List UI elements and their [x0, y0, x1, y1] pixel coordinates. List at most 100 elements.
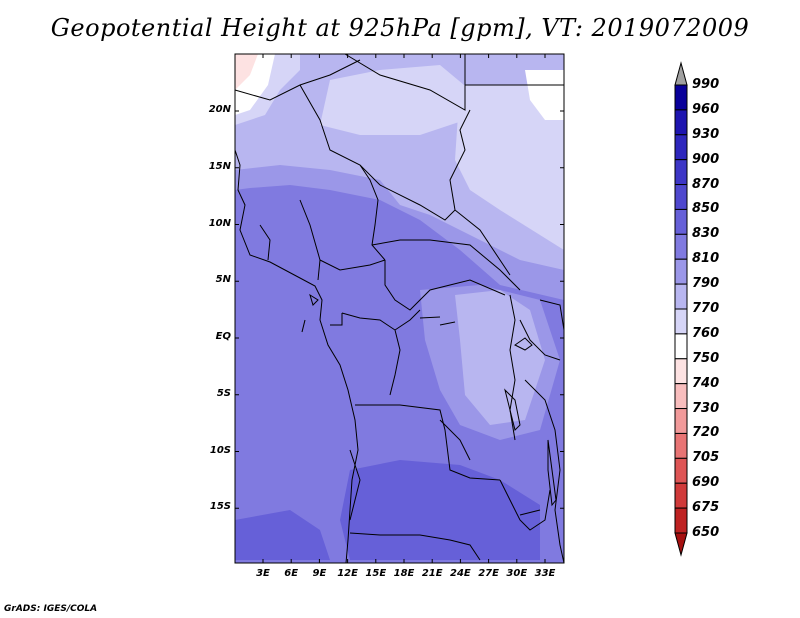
colorbar-label: 705	[692, 450, 720, 466]
colorbar-label: 830	[692, 226, 720, 242]
border-line	[449, 109, 471, 211]
colorbar	[674, 61, 688, 557]
region-750-760-nw	[235, 54, 258, 90]
contour-fields	[235, 54, 564, 563]
border-line	[301, 319, 306, 333]
lon-label: 3E	[256, 568, 270, 579]
colorbar-label: 740	[692, 375, 720, 391]
colorbar-segment	[674, 482, 688, 509]
colorbar-bottom-arrow	[674, 532, 688, 557]
colorbar-segment	[674, 383, 688, 410]
border-line	[539, 299, 565, 331]
border-line	[259, 224, 271, 261]
colorbar-label: 850	[692, 201, 720, 217]
colorbar-label: 720	[692, 425, 720, 441]
border-line	[355, 404, 501, 481]
colorbar-segment	[674, 134, 688, 161]
border-line	[384, 260, 506, 311]
border-line	[499, 479, 551, 531]
colorbar-segment	[674, 184, 688, 210]
border-line	[330, 313, 343, 326]
colorbar-segment	[674, 507, 688, 534]
border-line	[439, 419, 471, 461]
lon-label: 33E	[534, 568, 556, 579]
border-line	[344, 53, 466, 111]
lat-label: 20N	[208, 104, 231, 115]
colorbar-label: 675	[692, 500, 720, 516]
lon-label: 18E	[393, 568, 415, 579]
colorbar-segment	[674, 109, 688, 136]
region-850-870-sw	[235, 510, 330, 560]
colorbar-label: 770	[692, 301, 720, 316]
border-line	[439, 321, 456, 326]
lat-label: 5N	[215, 274, 231, 286]
colorbar-segment	[674, 208, 688, 235]
colorbar-segment	[674, 408, 688, 434]
colorbar-label: 750	[692, 350, 720, 366]
colorbar-top-arrow	[674, 61, 688, 86]
country-borders	[234, 53, 565, 564]
border-line	[419, 316, 441, 319]
map-frame	[234, 53, 565, 564]
lon-label: 30E	[506, 568, 528, 579]
border-line	[394, 309, 421, 331]
lon-label: 9E	[312, 568, 327, 579]
border-line	[547, 439, 557, 507]
colorbar-label: 730	[692, 400, 720, 416]
border-line	[349, 449, 361, 521]
lon-label: 15E	[365, 568, 387, 579]
region-760-770-ne	[525, 70, 564, 120]
border-line	[519, 319, 561, 361]
colorbar-label: 690	[692, 475, 720, 491]
lon-label: 27E	[478, 568, 499, 579]
border-line	[514, 337, 533, 351]
colorbar-segment	[674, 233, 688, 260]
border-line	[309, 293, 319, 306]
border-line	[234, 149, 359, 564]
border-line	[504, 388, 521, 431]
colorbar-label: 790	[692, 276, 720, 292]
colorbar-label: 930	[692, 126, 720, 142]
map-title: Geopotential Height at 925hPa [gpm], VT:…	[50, 14, 750, 42]
border-line	[299, 199, 321, 281]
credit-footer: GrADS: IGES/COLA	[4, 604, 98, 614]
border-line	[359, 164, 386, 261]
colorbar-segment	[674, 457, 688, 484]
lon-label: 6E	[284, 568, 299, 579]
border-line	[349, 532, 481, 561]
region-770-790-east	[455, 85, 564, 250]
border-line	[379, 184, 511, 276]
region-770-790-sahara	[320, 65, 470, 135]
colorbar-label: 760	[692, 325, 720, 341]
colorbar-segment	[674, 159, 688, 186]
colorbar-segment	[674, 358, 688, 385]
lat-label: 15N	[208, 160, 231, 172]
colorbar-label: 810	[692, 251, 720, 267]
lat-label: 5S	[216, 387, 231, 399]
colorbar-label: 870	[692, 176, 720, 192]
colorbar-label: 900	[692, 151, 720, 167]
border-line	[299, 84, 381, 186]
colorbar-segment	[674, 432, 688, 459]
colorbar-segment	[674, 258, 688, 285]
region-790-810-east	[455, 290, 545, 425]
border-line	[319, 259, 386, 271]
lat-label: 10N	[208, 217, 231, 229]
lat-label: EQ	[215, 331, 231, 342]
colorbar-label: 650	[692, 525, 720, 540]
colorbar-segment	[674, 84, 688, 111]
colorbar-segment	[674, 333, 688, 360]
lat-label: 15S	[209, 501, 231, 513]
border-line	[519, 509, 541, 516]
border-line	[371, 239, 521, 291]
lon-label: 21E	[421, 568, 443, 579]
lat-label: 10S	[209, 444, 231, 456]
colorbar-label: 990	[692, 77, 720, 92]
colorbar-segment	[674, 308, 688, 335]
lon-label: 24E	[450, 568, 471, 579]
lon-label: 12E	[337, 568, 358, 579]
colorbar-segment	[674, 283, 688, 310]
axis-ticks	[235, 54, 564, 563]
